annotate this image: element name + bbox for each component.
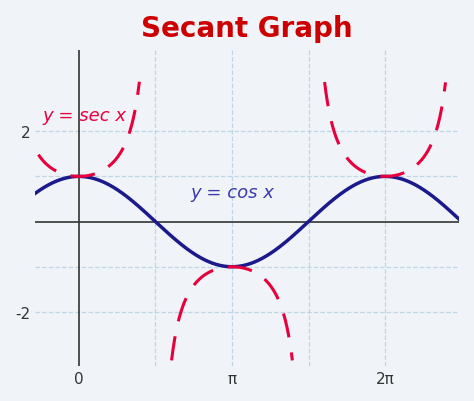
Text: y = cos x: y = cos x: [191, 183, 275, 201]
Title: Secant Graph: Secant Graph: [141, 15, 353, 43]
Text: y = sec x: y = sec x: [42, 107, 126, 125]
